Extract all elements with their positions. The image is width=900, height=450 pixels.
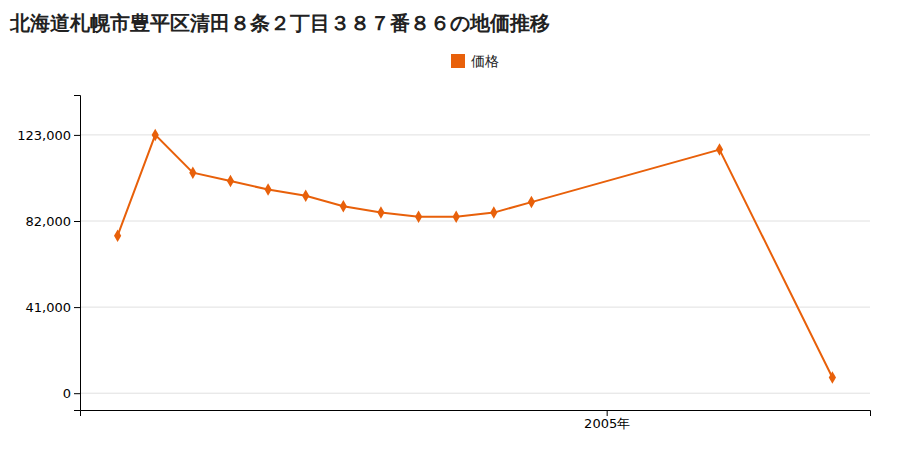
marker — [227, 175, 234, 187]
grid-line — [80, 307, 870, 308]
tick-label: 41,000 — [26, 300, 72, 315]
grid-line — [80, 393, 870, 394]
legend-swatch — [451, 54, 465, 68]
tick-label: 2005年 — [584, 416, 630, 431]
marker — [490, 206, 497, 218]
marker — [829, 371, 836, 383]
y-axis: 0 41,000 82,000 123,000 — [17, 96, 80, 411]
marker — [415, 211, 422, 223]
tick: 123,000 — [17, 128, 80, 143]
x-axis: 2005年 — [81, 410, 871, 431]
marker — [264, 183, 271, 195]
marker — [302, 190, 309, 202]
tick: 0 — [63, 386, 80, 401]
tick-mark — [74, 307, 80, 308]
legend-label: 価格 — [471, 53, 499, 69]
marker — [528, 196, 535, 208]
grid-line — [80, 134, 870, 135]
axis-line — [81, 411, 871, 417]
marker — [152, 129, 159, 141]
tick: 41,000 — [26, 300, 81, 315]
legend: 価格 — [451, 53, 499, 69]
marker — [114, 229, 121, 241]
tick-label: 123,000 — [17, 128, 71, 143]
title: 北海道札幌市豊平区清田８条２丁目３８７番８６の地価推移 — [9, 11, 550, 35]
marks — [114, 129, 836, 384]
marker — [453, 211, 460, 223]
tick-mark — [74, 393, 80, 394]
marker — [716, 143, 723, 155]
marker — [340, 200, 347, 212]
marker — [189, 166, 196, 178]
tick-mark — [607, 410, 608, 416]
chart: 北海道札幌市豊平区清田８条２丁目３８７番８６の地価推移 2005年 0 41,000 8… — [0, 0, 900, 450]
legend-item: 価格 — [451, 53, 499, 69]
grid — [80, 135, 870, 393]
tick-mark — [74, 221, 80, 222]
plot: 2005年 0 41,000 82,000 123,000 — [17, 96, 870, 432]
grid-line — [80, 221, 870, 222]
line — [118, 135, 833, 378]
marker — [377, 206, 384, 218]
tick-label: 82,000 — [26, 214, 72, 229]
axis-line — [74, 96, 81, 411]
tick: 2005年 — [584, 410, 630, 431]
tick: 82,000 — [26, 214, 81, 229]
tick-label: 0 — [63, 386, 71, 401]
tick-mark — [74, 135, 80, 136]
